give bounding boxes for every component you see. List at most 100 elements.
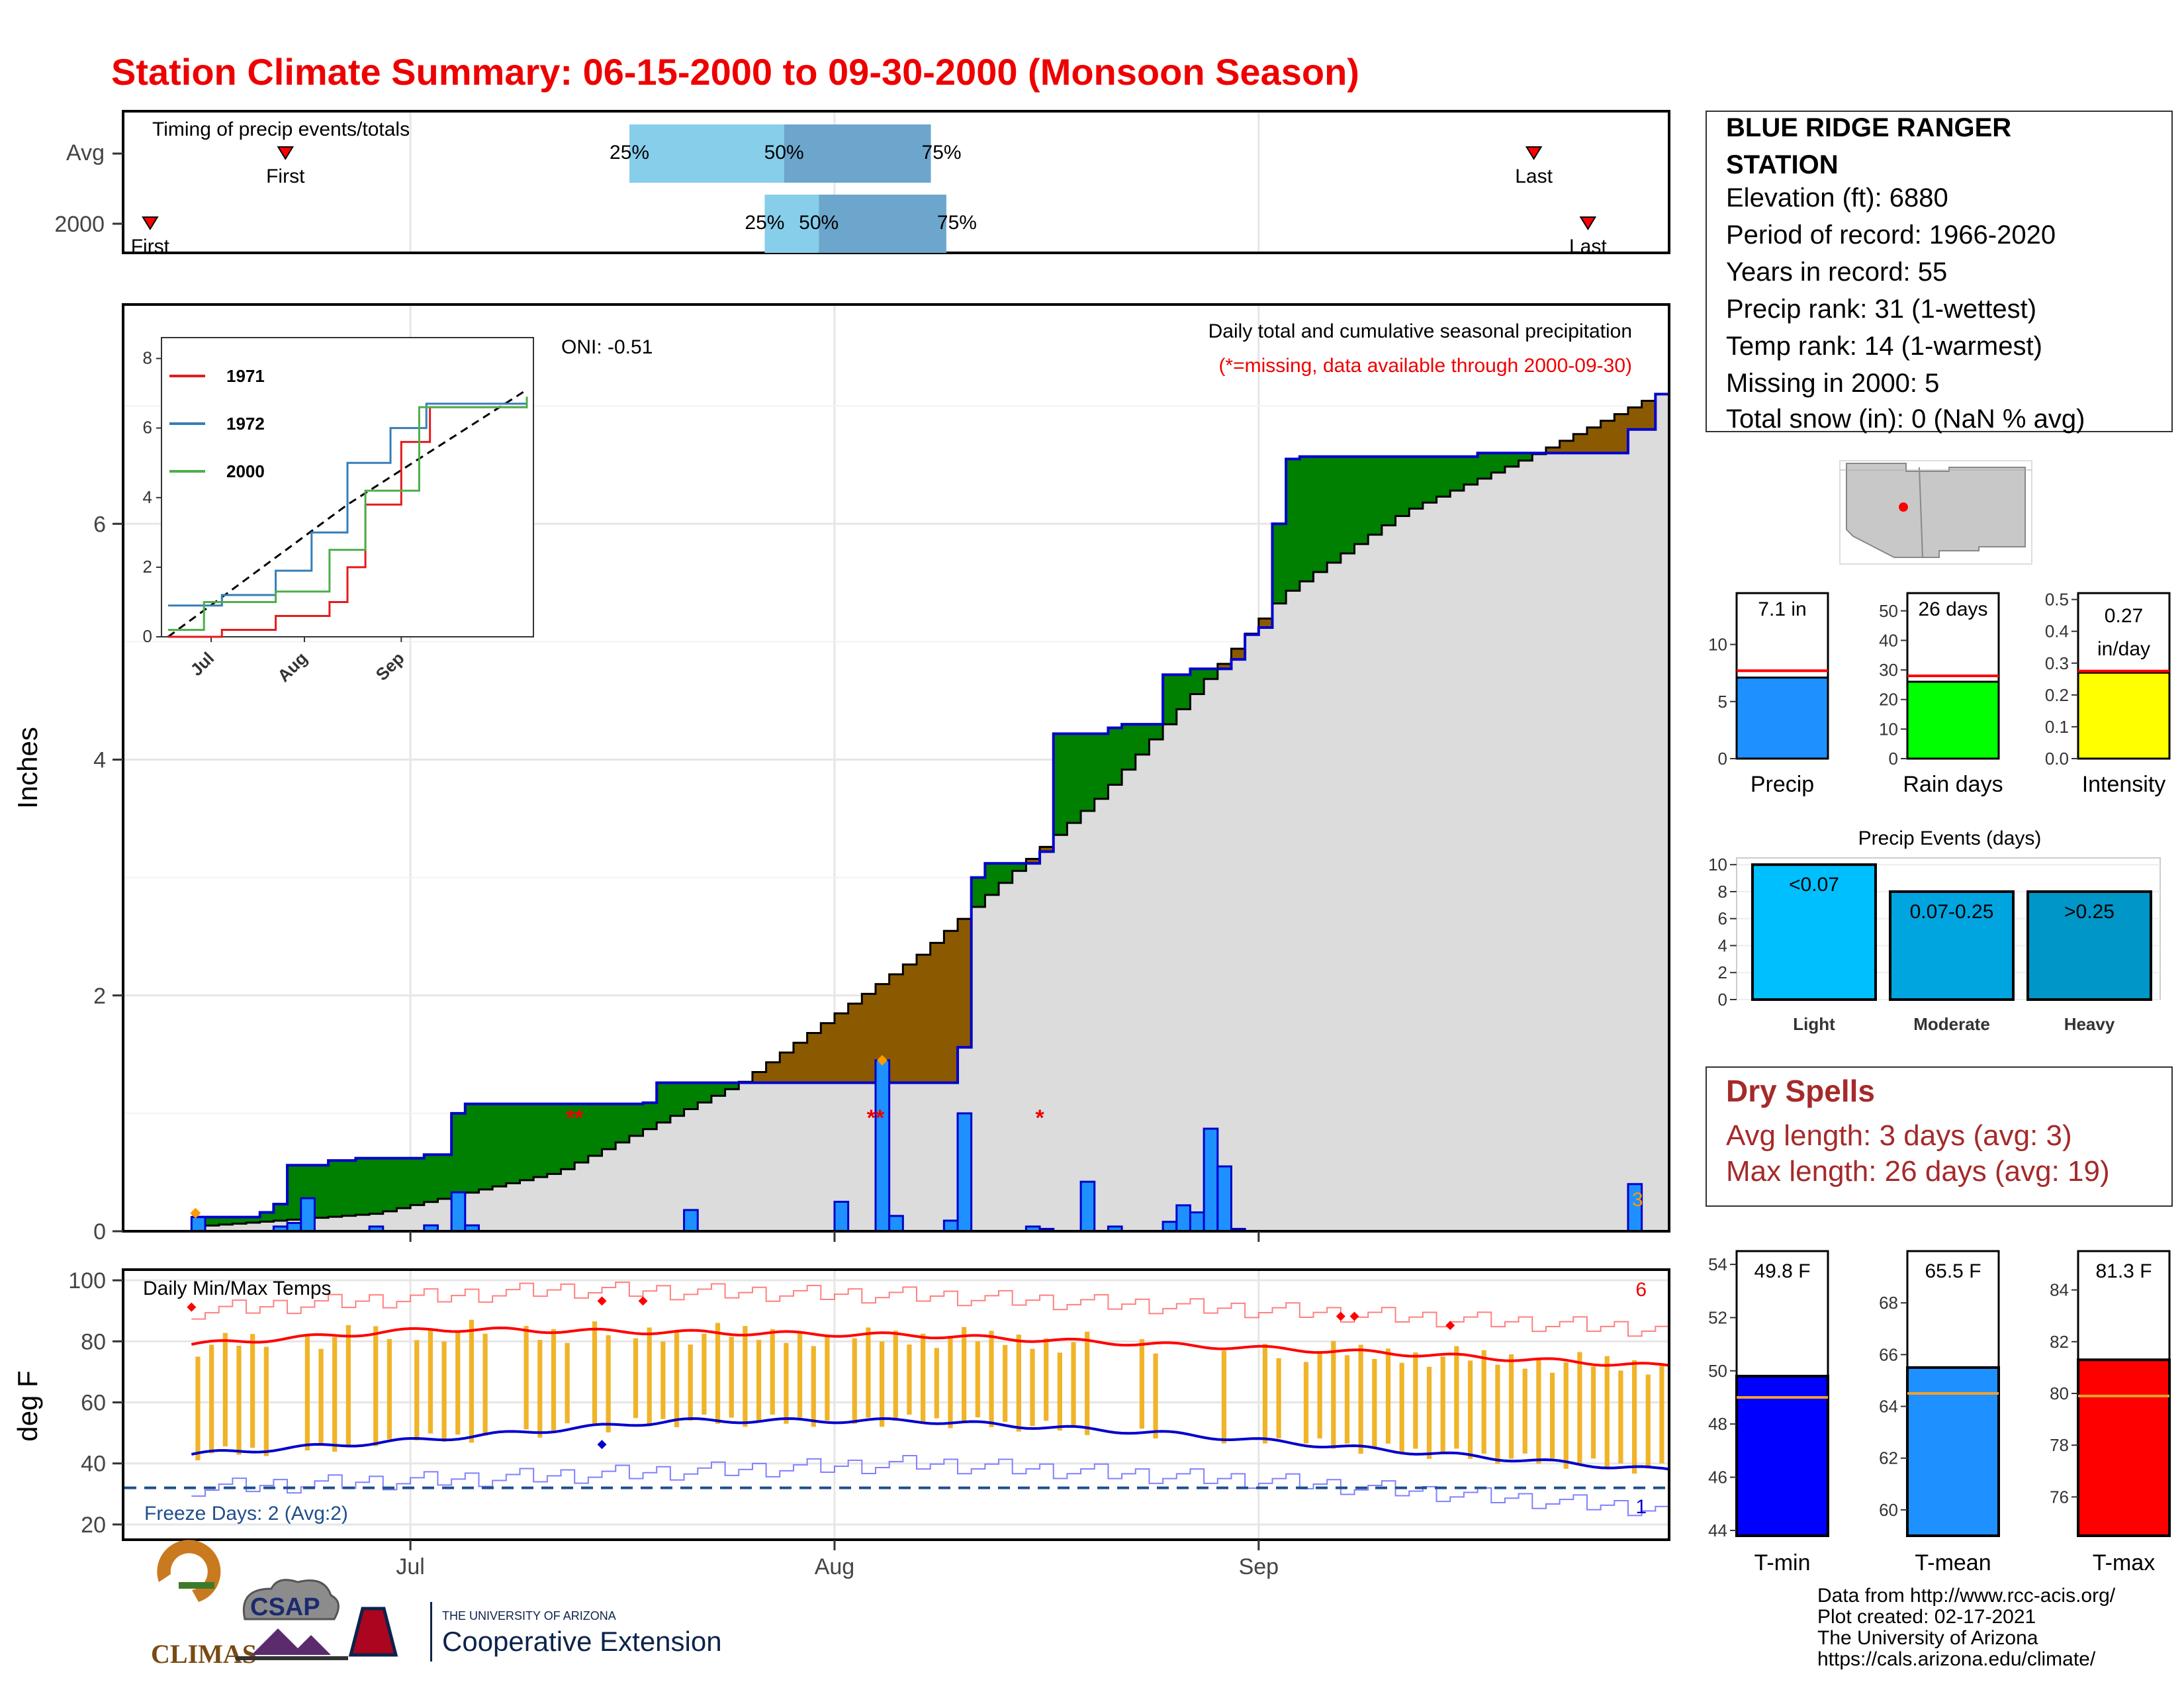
daily-temp-range (674, 1331, 680, 1428)
x-tick-label: Aug (815, 1554, 855, 1579)
daily-temp-range (1399, 1362, 1404, 1454)
station-temp-rank: Temp rank: 14 (1-warmest) (1726, 332, 2042, 361)
temp-bar-label: T-mean (1915, 1550, 1991, 1575)
events-bar-range: 0.07-0.25 (1910, 901, 1994, 923)
daily-temp-range (606, 1335, 611, 1432)
daily-temp-range (209, 1344, 214, 1454)
timing-quartile-50-75 (784, 124, 931, 183)
surplus-segment (1094, 733, 1109, 799)
deficit-segment (793, 1043, 808, 1083)
daily-temp-range (551, 1329, 557, 1430)
surplus-segment (1190, 669, 1205, 694)
daily-temp-range (1221, 1350, 1227, 1444)
daily-temp-range (1344, 1355, 1350, 1444)
climas-logo-text: CLIMAS (151, 1639, 257, 1669)
summary-bar-value-line2: in/day (2097, 638, 2150, 660)
daily-precip-bar (1203, 1127, 1219, 1233)
csap-logo: CSAP (236, 1579, 348, 1660)
daily-temp-range (236, 1346, 242, 1455)
credit-plot-created: Plot created: 02-17-2021 (1817, 1606, 2036, 1628)
daily-temp-range (1659, 1364, 1664, 1464)
temp-bar-ytick-label: 80 (2050, 1383, 2069, 1403)
first-event-diamond-icon (190, 1207, 201, 1219)
surplus-segment (369, 1158, 384, 1214)
temp-ytick-label: 40 (81, 1452, 106, 1477)
surplus-segment (985, 863, 999, 895)
dry-spells-box: Dry Spells Avg length: 3 days (avg: 3) M… (1706, 1066, 2173, 1207)
daily-temp-range (250, 1334, 255, 1448)
daily-temp-range (263, 1346, 269, 1456)
surplus-segment (684, 1082, 698, 1109)
daily-temp-range (1385, 1348, 1391, 1444)
daily-temp-range (770, 1329, 775, 1415)
deficit-segment (807, 1033, 821, 1083)
surplus-segment (1053, 733, 1068, 835)
deficit-segment (1217, 663, 1232, 669)
daily-temp-range (1440, 1356, 1445, 1454)
dry-spells-title: Dry Spells (1726, 1074, 1875, 1108)
surplus-segment (205, 1217, 220, 1226)
observed-cumulative-line (191, 393, 1669, 1219)
daily-temp-range (756, 1340, 762, 1421)
surplus-segment (1477, 453, 1492, 479)
daily-precip-bar (874, 1059, 891, 1233)
daily-temp-range (811, 1346, 816, 1427)
timing-p25-label: 25% (745, 212, 784, 234)
timing-first-label: First (266, 165, 305, 187)
events-bar (1751, 863, 1877, 1001)
precip-areas (191, 393, 1670, 1232)
events-ytick-label: 6 (1718, 909, 1727, 929)
station-name-2: STATION (1726, 150, 1839, 179)
precip-events-title: Precip Events (days) (1858, 827, 2042, 849)
daily-temp-range (1262, 1344, 1268, 1444)
daily-temp-range (565, 1342, 570, 1424)
daily-temp-range (797, 1332, 803, 1418)
daily-temp-range (633, 1338, 639, 1419)
timing-rows: 25% 50% 75% First Last 25% 50% 75% First Last (113, 124, 1607, 258)
timing-row-label-2000: 2000 (54, 212, 105, 237)
daily-precip-bar (190, 1216, 206, 1233)
temp-content (124, 1282, 1670, 1517)
precip-note-missing: (*=missing, data available through 2000-… (1218, 355, 1632, 377)
surplus-segment (328, 1160, 343, 1217)
surplus-segment (383, 1158, 397, 1211)
summary-bar-label: Rain days (1903, 772, 2003, 797)
daily-temp-range (1618, 1370, 1623, 1464)
deficit-segment (944, 931, 958, 1083)
temp-ytick-label: 80 (81, 1329, 106, 1354)
oni-text: ONI: -0.51 (561, 336, 653, 358)
surplus-segment (259, 1212, 274, 1222)
timing-row-label-avg: Avg (66, 140, 105, 165)
daily-temp-range (1016, 1335, 1021, 1432)
station-info-frame (1706, 111, 2173, 432)
deficit-segment (1040, 847, 1054, 852)
credits: Data from http://www.rcc-acis.org/ Plot … (1817, 1585, 2116, 1670)
temp-bar-label: T-min (1754, 1550, 1811, 1575)
summary-bar-label: Precip (1751, 772, 1814, 797)
station-missing: Missing in 2000: 5 (1726, 369, 1939, 398)
daily-temp-range (1645, 1374, 1651, 1469)
surplus-segment (1012, 863, 1026, 871)
surplus-segment (1504, 453, 1520, 467)
surplus-segment (711, 1082, 726, 1096)
events-ytick-label: 10 (1708, 855, 1727, 874)
timing-p75-label: 75% (937, 212, 977, 234)
timing-first-label: First (131, 236, 170, 258)
daily-temp-range (1153, 1353, 1158, 1439)
daily-precip-bar (1216, 1165, 1232, 1233)
daily-temp-range (1522, 1368, 1527, 1454)
surplus-segment (1108, 727, 1122, 785)
daily-temp-range (1358, 1344, 1363, 1454)
temp-bar-ytick-label: 76 (2050, 1487, 2069, 1507)
deficit-segment (903, 964, 917, 1083)
deficit-segment (930, 943, 944, 1083)
daily-temp-range (729, 1336, 734, 1418)
temp-bar-ytick-label: 64 (1879, 1397, 1898, 1417)
average-temp-line (191, 1417, 1670, 1471)
timing-last-marker-icon (1579, 216, 1597, 230)
events-bar (2026, 890, 2152, 1002)
daily-temp-range (523, 1326, 529, 1430)
daily-temp-range (1590, 1366, 1596, 1459)
inset-series-line (168, 397, 528, 631)
